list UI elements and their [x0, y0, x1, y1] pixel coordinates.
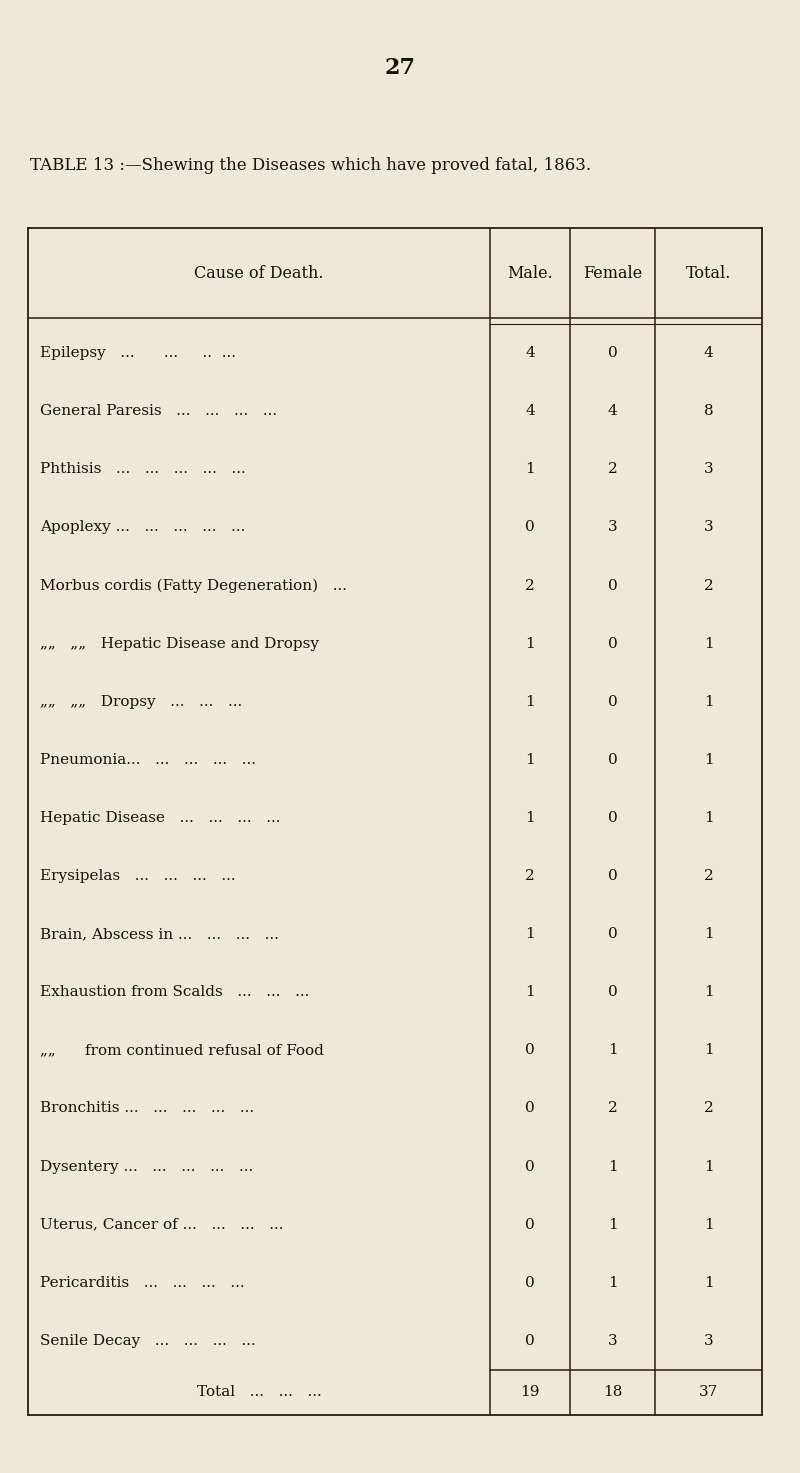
- Text: Male.: Male.: [507, 265, 553, 281]
- Text: Pneumonia...   ...   ...   ...   ...: Pneumonia... ... ... ... ...: [40, 753, 256, 767]
- Text: Exhaustion from Scalds   ...   ...   ...: Exhaustion from Scalds ... ... ...: [40, 985, 310, 999]
- Text: Total   ...   ...   ...: Total ... ... ...: [197, 1386, 322, 1399]
- Text: 1: 1: [704, 812, 714, 825]
- Text: General Paresis   ...   ...   ...   ...: General Paresis ... ... ... ...: [40, 404, 277, 418]
- Text: 1: 1: [704, 695, 714, 709]
- Text: Bronchitis ...   ...   ...   ...   ...: Bronchitis ... ... ... ... ...: [40, 1102, 254, 1115]
- Text: 0: 0: [525, 1043, 535, 1058]
- Text: Total.: Total.: [686, 265, 731, 281]
- Text: 1: 1: [608, 1276, 618, 1290]
- Text: 1: 1: [704, 636, 714, 651]
- Text: 1: 1: [525, 463, 535, 476]
- Text: 0: 0: [525, 1276, 535, 1290]
- Text: 1: 1: [525, 695, 535, 709]
- Text: 3: 3: [608, 520, 618, 535]
- Text: 1: 1: [525, 753, 535, 767]
- Text: TABLE 13 :—Shewing the Diseases which have proved fatal, 1863.: TABLE 13 :—Shewing the Diseases which ha…: [30, 156, 591, 174]
- Text: 0: 0: [608, 695, 618, 709]
- Text: 2: 2: [525, 869, 535, 882]
- Text: Pericarditis   ...   ...   ...   ...: Pericarditis ... ... ... ...: [40, 1276, 245, 1290]
- Text: Hepatic Disease   ...   ...   ...   ...: Hepatic Disease ... ... ... ...: [40, 812, 281, 825]
- Text: 37: 37: [699, 1386, 718, 1399]
- Text: 2: 2: [704, 869, 714, 882]
- Text: 4: 4: [525, 346, 535, 359]
- Text: Erysipelas   ...   ...   ...   ...: Erysipelas ... ... ... ...: [40, 869, 236, 882]
- Text: 1: 1: [704, 1276, 714, 1290]
- Text: 19: 19: [520, 1386, 540, 1399]
- Text: 0: 0: [525, 1102, 535, 1115]
- Text: 0: 0: [608, 927, 618, 941]
- Text: Brain, Abscess in ...   ...   ...   ...: Brain, Abscess in ... ... ... ...: [40, 927, 279, 941]
- Text: Epilepsy   ...      ...     ..  ...: Epilepsy ... ... .. ...: [40, 346, 236, 359]
- Text: 27: 27: [385, 57, 415, 80]
- Text: 0: 0: [608, 812, 618, 825]
- Text: 3: 3: [608, 1335, 618, 1348]
- Text: 1: 1: [704, 1159, 714, 1174]
- Text: 0: 0: [608, 636, 618, 651]
- Text: 1: 1: [608, 1218, 618, 1231]
- Text: 0: 0: [525, 1335, 535, 1348]
- Text: 18: 18: [603, 1386, 622, 1399]
- Text: 2: 2: [608, 463, 618, 476]
- Text: 4: 4: [704, 346, 714, 359]
- Text: „„      from continued refusal of Food: „„ from continued refusal of Food: [40, 1043, 324, 1058]
- Text: 4: 4: [608, 404, 618, 418]
- Text: „„   „„   Dropsy   ...   ...   ...: „„ „„ Dropsy ... ... ...: [40, 695, 242, 709]
- Text: 1: 1: [525, 927, 535, 941]
- Text: 3: 3: [704, 463, 714, 476]
- Text: 3: 3: [704, 520, 714, 535]
- Text: Morbus cordis (Fatty Degeneration)   ...: Morbus cordis (Fatty Degeneration) ...: [40, 579, 347, 592]
- Text: 0: 0: [525, 1159, 535, 1174]
- Text: 8: 8: [704, 404, 714, 418]
- Text: 0: 0: [525, 520, 535, 535]
- Text: 0: 0: [608, 985, 618, 999]
- Text: 0: 0: [525, 1218, 535, 1231]
- Text: Dysentery ...   ...   ...   ...   ...: Dysentery ... ... ... ... ...: [40, 1159, 254, 1174]
- Text: 1: 1: [525, 636, 535, 651]
- Text: 1: 1: [525, 812, 535, 825]
- Text: Senile Decay   ...   ...   ...   ...: Senile Decay ... ... ... ...: [40, 1335, 256, 1348]
- Text: Uterus, Cancer of ...   ...   ...   ...: Uterus, Cancer of ... ... ... ...: [40, 1218, 283, 1231]
- Text: Apoplexy ...   ...   ...   ...   ...: Apoplexy ... ... ... ... ...: [40, 520, 246, 535]
- Text: 2: 2: [525, 579, 535, 592]
- Text: 2: 2: [704, 579, 714, 592]
- Text: 0: 0: [608, 753, 618, 767]
- Text: 0: 0: [608, 346, 618, 359]
- Text: 0: 0: [608, 579, 618, 592]
- Text: 3: 3: [704, 1335, 714, 1348]
- Text: Female: Female: [583, 265, 642, 281]
- Text: 1: 1: [704, 927, 714, 941]
- Text: Cause of Death.: Cause of Death.: [194, 265, 324, 281]
- Text: 0: 0: [608, 869, 618, 882]
- Text: 1: 1: [704, 1043, 714, 1058]
- Text: 1: 1: [525, 985, 535, 999]
- Text: 1: 1: [608, 1043, 618, 1058]
- Text: „„   „„   Hepatic Disease and Dropsy: „„ „„ Hepatic Disease and Dropsy: [40, 636, 319, 651]
- Text: 1: 1: [704, 985, 714, 999]
- Text: 1: 1: [704, 1218, 714, 1231]
- Text: 2: 2: [608, 1102, 618, 1115]
- Text: 1: 1: [608, 1159, 618, 1174]
- Text: 4: 4: [525, 404, 535, 418]
- Text: 2: 2: [704, 1102, 714, 1115]
- Text: Phthisis   ...   ...   ...   ...   ...: Phthisis ... ... ... ... ...: [40, 463, 246, 476]
- Text: 1: 1: [704, 753, 714, 767]
